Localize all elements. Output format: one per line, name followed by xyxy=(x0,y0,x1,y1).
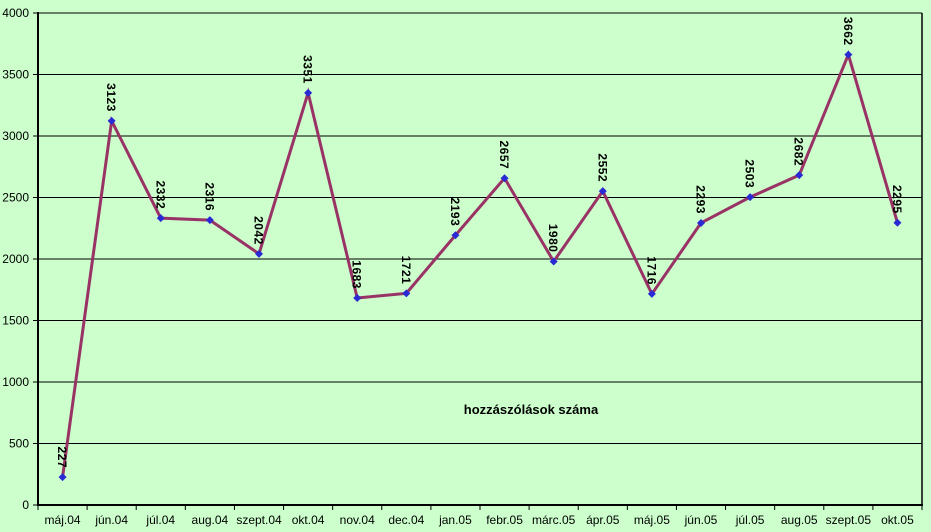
data-label: 2295 xyxy=(890,185,904,214)
y-axis-label: 500 xyxy=(9,437,29,451)
x-axis-label: máj.05 xyxy=(634,513,670,527)
data-label: 3351 xyxy=(301,55,315,84)
x-axis-label: szept.04 xyxy=(236,513,282,527)
data-series-line xyxy=(61,50,899,478)
data-label: 3662 xyxy=(841,17,855,46)
y-axis-label: 1500 xyxy=(2,314,29,328)
data-point-marker xyxy=(893,218,902,227)
series-title: hozzászólások száma xyxy=(464,402,599,417)
x-axis-label: szept.05 xyxy=(826,513,872,527)
data-labels: 227 3123 2332 2316 2042 3351 1683 1721 2193 2657 1… xyxy=(55,17,904,468)
data-point-marker xyxy=(598,187,607,196)
x-axis-label: márc.05 xyxy=(532,513,576,527)
data-point-marker xyxy=(697,218,705,227)
x-axis-label: júl.05 xyxy=(735,513,765,527)
x-axis-label: jún.04 xyxy=(94,513,128,527)
x-axis-label: okt.04 xyxy=(292,513,325,527)
data-label: 2657 xyxy=(497,140,511,169)
x-axis-label: dec.04 xyxy=(388,513,424,527)
data-label: 2332 xyxy=(153,180,167,209)
data-point-marker xyxy=(500,174,509,183)
data-point-marker xyxy=(58,473,67,482)
data-label: 3123 xyxy=(104,83,118,112)
data-point-marker xyxy=(156,214,165,223)
data-label: 2503 xyxy=(743,159,757,188)
y-axis-labels: 0 500 1000 1500 2000 2500 3000 3500 4000 xyxy=(2,6,29,512)
x-axis-label: máj.04 xyxy=(45,513,81,527)
data-point-markers xyxy=(58,50,902,482)
data-point-marker xyxy=(304,88,313,97)
data-point-marker xyxy=(844,50,853,59)
gridlines xyxy=(38,12,922,444)
data-point-marker xyxy=(353,293,362,302)
y-axis-label: 1000 xyxy=(2,375,29,389)
series-line xyxy=(61,50,899,478)
y-axis-label: 3000 xyxy=(2,129,29,143)
x-axis-label: jún.05 xyxy=(684,513,718,527)
data-label: 1721 xyxy=(399,256,413,285)
x-axis-label: febr.05 xyxy=(486,513,523,527)
x-axis-label: jan.05 xyxy=(438,513,472,527)
data-label: 2193 xyxy=(448,198,462,227)
data-point-marker xyxy=(451,231,460,240)
data-label: 2682 xyxy=(792,137,806,166)
data-point-marker xyxy=(255,249,263,258)
data-label: 1683 xyxy=(350,260,364,289)
x-axis-label: aug.04 xyxy=(192,513,229,527)
x-axis-label: ápr.05 xyxy=(586,513,620,527)
data-point-marker xyxy=(647,289,656,298)
data-point-marker xyxy=(795,171,804,180)
data-point-marker xyxy=(549,257,558,266)
y-axis-label: 4000 xyxy=(2,6,29,20)
data-label: 2316 xyxy=(202,182,216,211)
axis-ticks xyxy=(33,12,923,510)
y-axis-label: 3500 xyxy=(2,68,29,82)
x-axis-label: aug.05 xyxy=(781,513,818,527)
x-axis-label: nov.04 xyxy=(340,513,375,527)
x-axis-labels: máj.04 jún.04 júl.04 aug.04 szept.04 okt.04 no… xyxy=(45,513,915,527)
x-axis-label: okt.05 xyxy=(881,513,914,527)
x-axis-label: júl.04 xyxy=(145,513,175,527)
data-label: 2042 xyxy=(252,216,266,245)
data-label: 2552 xyxy=(595,153,609,182)
y-axis-label: 2500 xyxy=(2,191,29,205)
data-point-marker xyxy=(402,289,411,298)
data-label: 1716 xyxy=(644,256,658,285)
data-point-marker xyxy=(205,216,214,225)
data-label: 227 xyxy=(55,447,69,469)
data-point-marker xyxy=(746,193,755,202)
data-label: 1980 xyxy=(546,224,560,253)
y-axis-label: 0 xyxy=(22,498,29,512)
data-point-marker xyxy=(107,116,116,125)
y-axis-label: 2000 xyxy=(2,252,29,266)
data-label: 2293 xyxy=(694,185,708,214)
